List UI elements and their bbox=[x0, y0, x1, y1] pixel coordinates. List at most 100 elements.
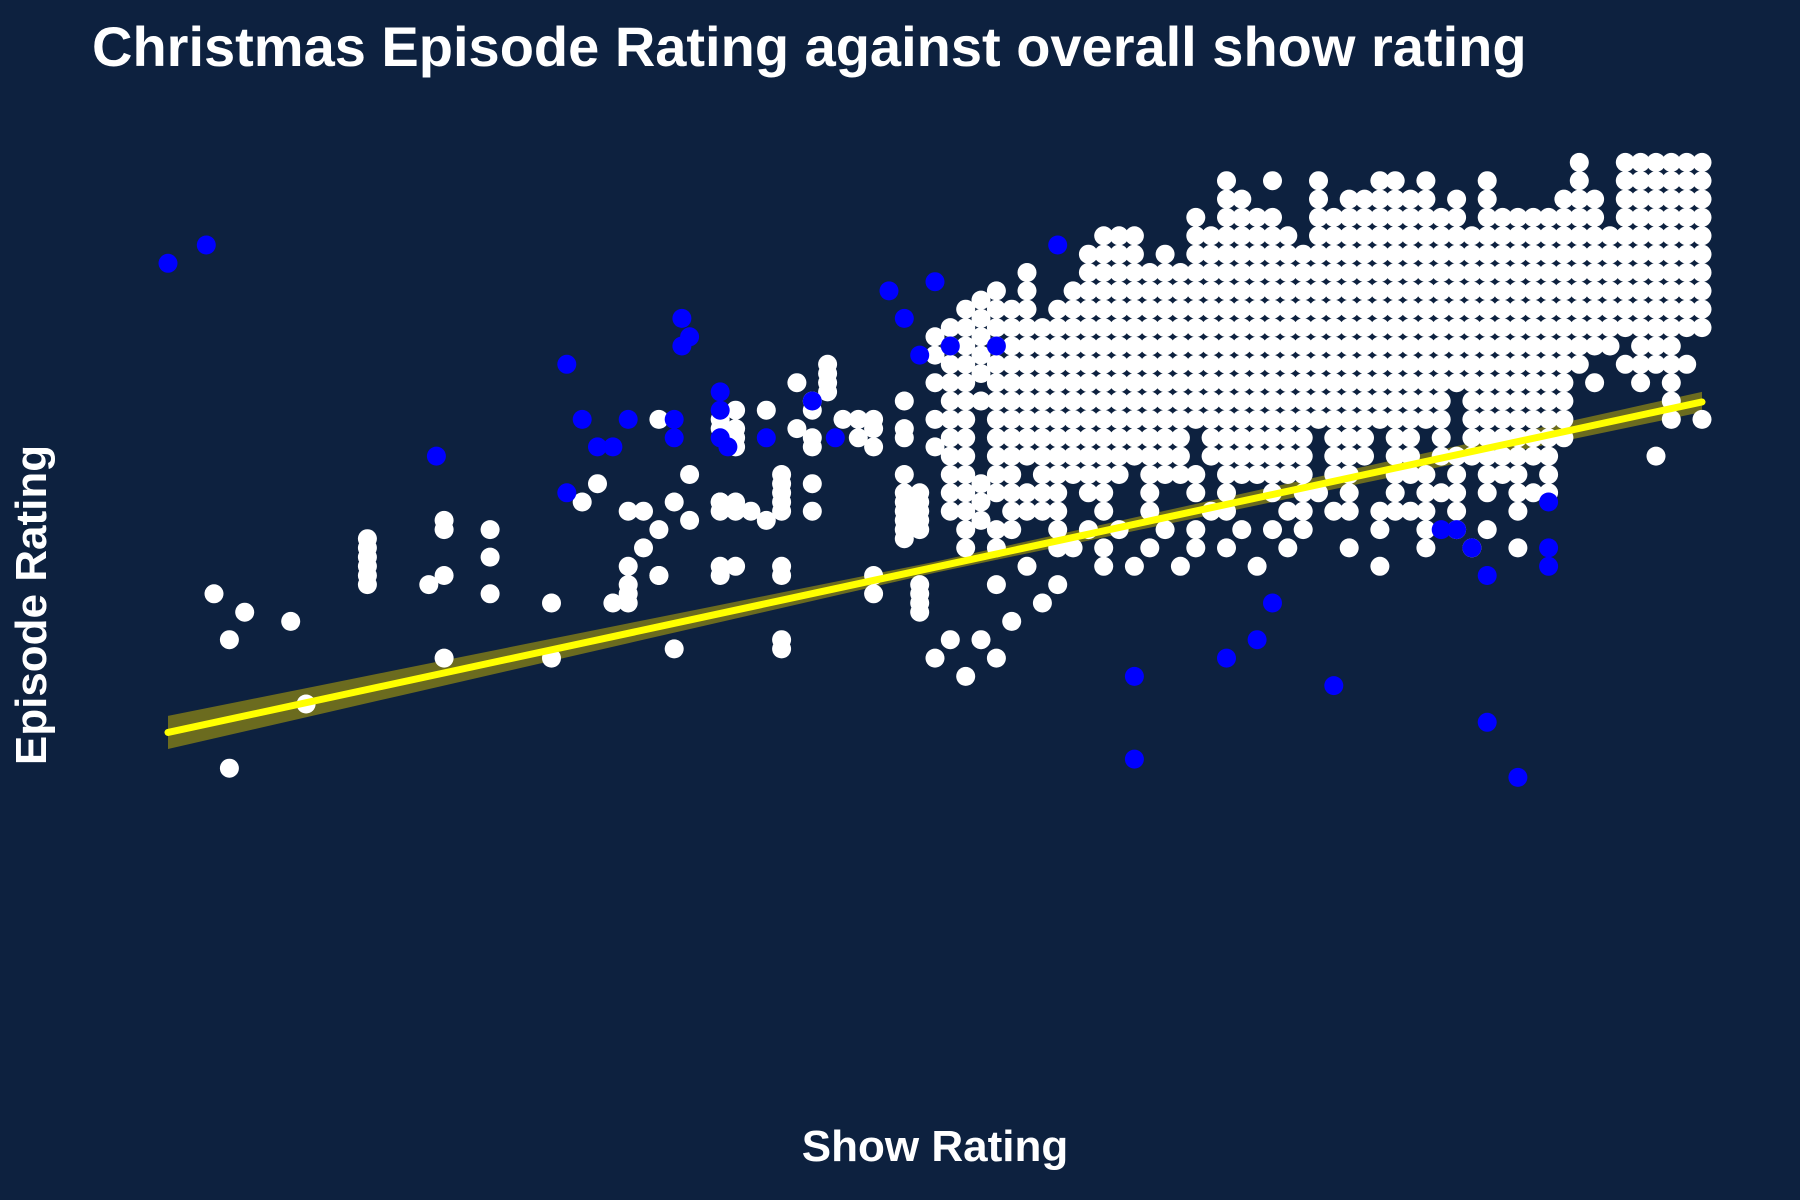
data-point bbox=[1631, 373, 1651, 393]
data-point bbox=[1002, 318, 1022, 338]
data-point bbox=[1508, 281, 1528, 301]
data-point bbox=[1370, 207, 1390, 227]
data-point bbox=[986, 354, 1006, 374]
data-point bbox=[1692, 226, 1712, 246]
data-point bbox=[1416, 538, 1436, 558]
data-point bbox=[1523, 336, 1543, 356]
data-point bbox=[1201, 281, 1221, 301]
data-point bbox=[1477, 465, 1497, 484]
data-point bbox=[1416, 263, 1436, 282]
data-point bbox=[1477, 336, 1497, 356]
data-point bbox=[1631, 354, 1651, 374]
data-point bbox=[1416, 189, 1436, 209]
data-point bbox=[1017, 263, 1037, 282]
data-point bbox=[1293, 318, 1313, 338]
highlighted-data-point bbox=[925, 272, 945, 292]
data-point bbox=[1661, 336, 1681, 356]
data-point bbox=[1554, 391, 1574, 411]
data-point bbox=[1324, 299, 1344, 319]
data-point bbox=[971, 510, 991, 530]
data-point bbox=[1140, 501, 1160, 521]
data-point bbox=[1401, 409, 1420, 429]
data-point bbox=[419, 575, 439, 595]
data-point bbox=[1124, 336, 1144, 356]
data-point bbox=[1017, 556, 1037, 576]
data-point bbox=[1263, 373, 1282, 393]
data-point bbox=[1462, 244, 1482, 264]
data-point bbox=[1094, 226, 1114, 246]
highlighted-data-point bbox=[557, 354, 577, 374]
highlighted-data-point bbox=[1324, 676, 1344, 696]
data-point bbox=[1416, 354, 1436, 374]
data-point bbox=[1094, 409, 1114, 429]
data-point bbox=[1554, 189, 1574, 209]
highlighted-data-point bbox=[756, 428, 776, 448]
data-point bbox=[1309, 409, 1328, 429]
data-point bbox=[1140, 373, 1160, 393]
data-point bbox=[1078, 299, 1098, 319]
data-point bbox=[1631, 244, 1651, 264]
data-point bbox=[1217, 189, 1236, 209]
highlighted-data-point bbox=[718, 437, 738, 457]
data-point bbox=[833, 409, 853, 429]
data-point bbox=[1631, 207, 1651, 227]
data-point bbox=[1017, 281, 1037, 301]
data-point bbox=[1370, 171, 1390, 191]
data-point bbox=[864, 409, 884, 429]
data-point bbox=[1447, 354, 1467, 374]
data-point bbox=[1217, 226, 1236, 246]
data-point bbox=[1508, 483, 1528, 503]
data-point bbox=[1140, 391, 1160, 411]
data-point bbox=[1539, 207, 1559, 227]
data-point bbox=[971, 391, 991, 411]
data-point bbox=[1186, 281, 1206, 301]
data-point bbox=[1232, 207, 1252, 227]
data-point bbox=[1401, 354, 1420, 374]
data-point bbox=[1217, 299, 1236, 319]
data-point bbox=[986, 281, 1006, 301]
data-point bbox=[1477, 207, 1497, 227]
data-point bbox=[1355, 428, 1374, 448]
data-point bbox=[1078, 354, 1098, 374]
data-point bbox=[1140, 446, 1160, 466]
data-point bbox=[1201, 446, 1221, 466]
data-point bbox=[940, 409, 960, 429]
data-point bbox=[1677, 263, 1697, 282]
data-point bbox=[1447, 336, 1467, 356]
data-point bbox=[1539, 409, 1559, 429]
data-point bbox=[1355, 354, 1374, 374]
data-point bbox=[1523, 281, 1543, 301]
data-point bbox=[1385, 244, 1405, 264]
highlighted-data-point bbox=[1539, 556, 1559, 576]
data-point bbox=[1186, 207, 1206, 227]
data-point bbox=[1508, 391, 1528, 411]
data-point bbox=[1278, 409, 1298, 429]
data-point bbox=[986, 373, 1006, 393]
data-point bbox=[1232, 263, 1252, 282]
highlighted-data-point bbox=[572, 409, 592, 429]
data-point bbox=[1109, 428, 1129, 448]
data-point bbox=[1401, 263, 1420, 282]
highlighted-data-point bbox=[894, 308, 914, 328]
data-point bbox=[1324, 207, 1344, 227]
data-point bbox=[1309, 299, 1328, 319]
highlighted-data-point bbox=[1447, 520, 1467, 540]
data-point bbox=[1217, 391, 1236, 411]
data-point bbox=[1309, 244, 1328, 264]
data-point bbox=[1416, 465, 1436, 484]
data-point bbox=[1355, 299, 1374, 319]
data-point bbox=[434, 648, 454, 668]
data-point bbox=[1293, 281, 1313, 301]
data-point bbox=[1554, 354, 1574, 374]
data-point bbox=[1217, 318, 1236, 338]
data-point bbox=[940, 483, 960, 503]
data-point bbox=[1186, 538, 1206, 558]
data-point bbox=[1370, 391, 1390, 411]
data-point bbox=[1600, 263, 1620, 282]
data-point bbox=[1309, 281, 1328, 301]
data-point bbox=[1508, 318, 1528, 338]
data-point bbox=[1017, 391, 1037, 411]
data-point bbox=[1615, 263, 1635, 282]
data-point bbox=[956, 538, 976, 558]
